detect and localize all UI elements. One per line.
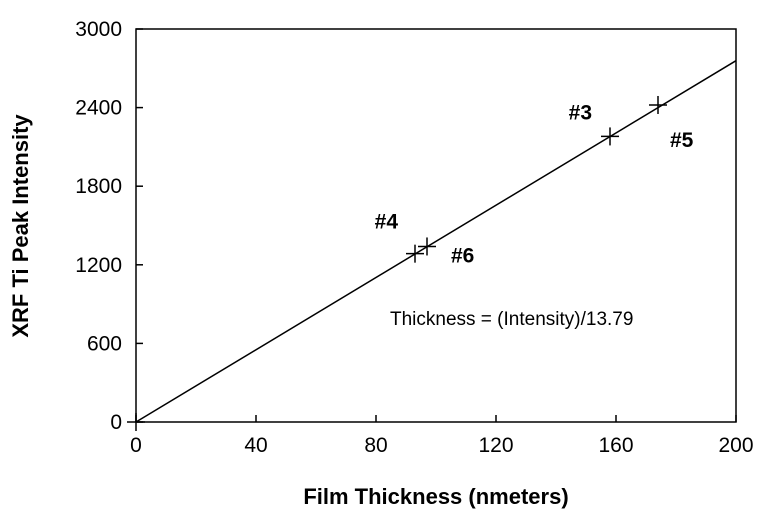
y-tick-label: 2400 [75, 97, 122, 120]
y-tick-label: 1800 [75, 175, 122, 198]
data-point [418, 237, 436, 256]
tick-label-group: 0 40 80 120 160 200 0 600 1200 1800 2400 3000 [75, 18, 753, 457]
point-labels: #4 #6 #3 #5 [375, 101, 694, 267]
fit-equation-label: Thickness = (Intensity)/13.79 [390, 309, 633, 330]
y-tick-label: 3000 [75, 18, 122, 41]
x-tick-label: 80 [364, 434, 387, 457]
data-point [649, 95, 667, 114]
data-point-label: #3 [569, 101, 592, 124]
x-tick-label: 160 [598, 434, 633, 457]
data-point-label: #6 [451, 244, 474, 267]
y-axis-title: XRF Ti Peak Intensity [8, 114, 33, 338]
data-point-label: #4 [375, 211, 399, 234]
data-point-label: #5 [670, 129, 694, 152]
x-tick-label: 0 [130, 434, 142, 457]
tick-group [135, 28, 737, 423]
data-points [127, 95, 667, 431]
y-tick-label: 0 [110, 411, 122, 434]
x-tick-label: 120 [478, 434, 513, 457]
fit-line [135, 60, 737, 423]
x-tick-label: 200 [718, 434, 753, 457]
data-point [406, 244, 424, 263]
x-axis-title: Film Thickness (nmeters) [303, 484, 568, 509]
y-tick-label: 1200 [75, 254, 122, 277]
plot-area [135, 28, 737, 423]
data-point [127, 413, 145, 431]
y-tick-label: 600 [87, 332, 122, 355]
x-tick-label: 40 [244, 434, 267, 457]
data-point [601, 127, 619, 146]
